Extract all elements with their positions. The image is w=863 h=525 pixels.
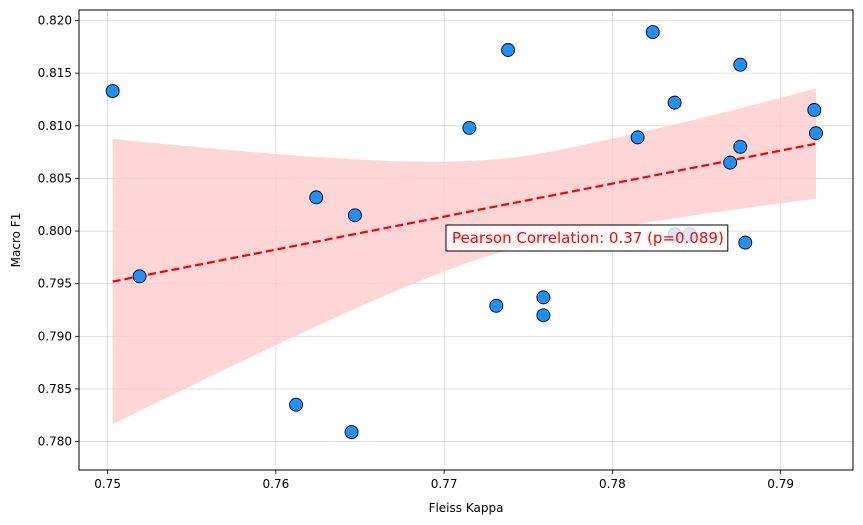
plot-frame	[78, 9, 854, 471]
x-tick-label: 0.77	[431, 477, 458, 491]
x-tick-label: 0.76	[263, 477, 290, 491]
data-point	[733, 57, 748, 72]
confidence-band	[112, 88, 816, 425]
y-tick-label: 0.820	[38, 14, 72, 28]
data-point	[723, 155, 738, 170]
data-point	[489, 298, 504, 313]
x-tick-label: 0.75	[94, 477, 121, 491]
data-point	[536, 290, 551, 305]
data-point	[630, 130, 645, 145]
y-tick-label: 0.815	[38, 66, 72, 80]
data-point	[132, 269, 147, 284]
y-tick-label: 0.795	[38, 277, 72, 291]
x-axis-ticks: 0.75 0.76 0.77 0.78 0.79	[94, 470, 794, 491]
data-point	[344, 425, 359, 440]
data-point	[289, 397, 304, 412]
annotation-layer: Pearson Correlation: 0.37 (p=0.089)	[445, 224, 729, 252]
data-point	[462, 120, 477, 135]
data-point	[347, 208, 362, 223]
annotation-text: Pearson Correlation: 0.37 (p=0.089)	[452, 229, 724, 247]
data-point	[645, 25, 660, 40]
annotation-box	[445, 224, 729, 252]
data-point	[807, 103, 822, 117]
data-point	[733, 139, 748, 154]
y-axis-ticks: 0.780 0.785 0.790 0.795 0.800 0.805 0.810 0.815…	[38, 14, 79, 449]
y-tick-label: 0.800	[38, 224, 72, 238]
x-tick-label: 0.79	[767, 477, 794, 491]
x-tick-label: 0.78	[599, 477, 626, 491]
confidence-band-layer	[112, 88, 816, 425]
y-tick-label: 0.780	[38, 435, 72, 449]
data-point	[105, 84, 120, 99]
data-point	[536, 308, 551, 323]
x-axis-label: Fleiss Kappa	[429, 501, 504, 515]
y-tick-label: 0.785	[38, 382, 72, 396]
data-point	[501, 43, 516, 57]
y-axis-label: Macro F1	[9, 213, 23, 268]
y-tick-label: 0.790	[38, 329, 72, 343]
data-point	[809, 126, 823, 141]
data-point	[309, 190, 324, 205]
y-tick-label: 0.805	[38, 171, 72, 185]
y-tick-label: 0.810	[38, 119, 72, 133]
data-point	[738, 235, 753, 250]
data-point	[667, 95, 682, 110]
